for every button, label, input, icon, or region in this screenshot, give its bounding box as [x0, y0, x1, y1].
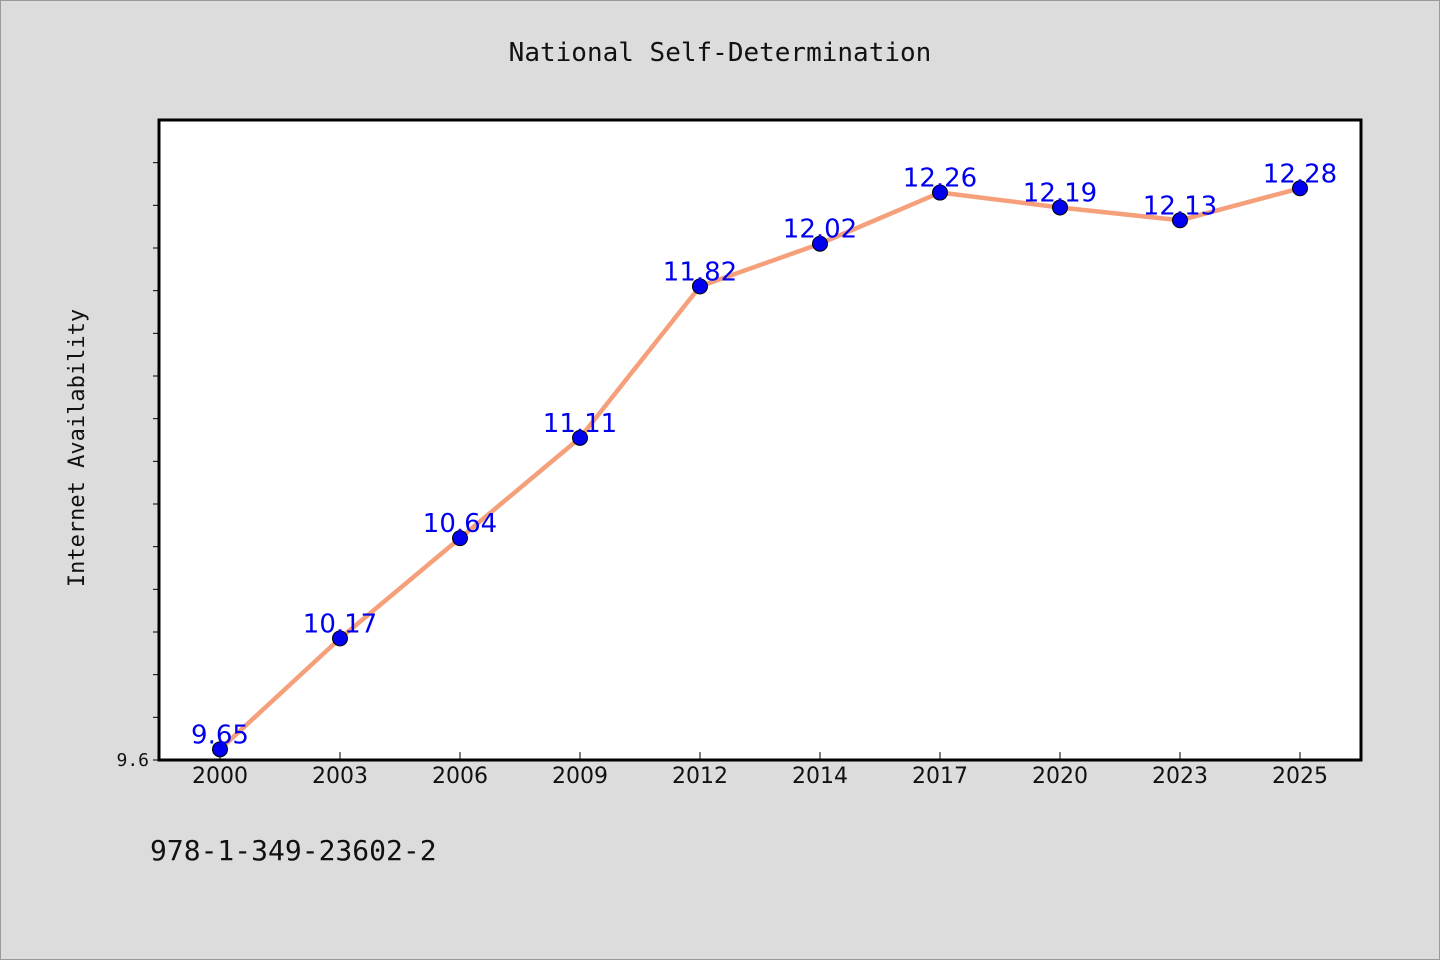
y-axis-ticks: 9.6: [116, 162, 159, 771]
data-label: 11.11: [543, 409, 617, 439]
chart-title: National Self-Determination: [509, 38, 932, 68]
data-point: [932, 184, 948, 201]
series-line: [217, 186, 1303, 752]
series-layer: [212, 180, 1308, 758]
data-point: [452, 530, 468, 547]
data-label-layer: 9.65 10.17 10.64 11.11 11.82 12.02 12.26 12.19 1…: [191, 159, 1337, 750]
data-label: 12.28: [1263, 159, 1337, 189]
x-tick-label: 2003: [312, 764, 368, 789]
x-tick-label: 2014: [792, 764, 848, 789]
x-tick-label: 2025: [1272, 764, 1328, 789]
x-tick-label: 2009: [552, 764, 608, 789]
data-point: [812, 235, 828, 252]
data-label: 10.17: [303, 609, 377, 639]
x-tick-label: 2012: [672, 764, 728, 789]
data-label: 12.19: [1023, 178, 1097, 208]
data-point: [1172, 212, 1188, 229]
x-tick-label: 2000: [192, 764, 248, 789]
data-point: [692, 278, 708, 295]
plot-area: [157, 118, 1363, 762]
x-tick-label: 2006: [432, 764, 488, 789]
data-point: [1292, 180, 1308, 197]
data-point: [572, 429, 588, 446]
data-label: 12.02: [783, 215, 857, 245]
isbn-text: 978-1-349-23602-2: [150, 834, 437, 867]
data-label: 11.82: [663, 257, 737, 287]
x-axis-ticks: 2000 2003 2006 2009 2012 2014 2017 2020 2023 2025: [192, 752, 1328, 789]
y-tick-label: 9.6: [116, 750, 149, 771]
data-label: 10.64: [423, 509, 497, 539]
y-axis-title: Internet Availability: [65, 309, 90, 587]
x-tick-label: 2023: [1152, 764, 1208, 789]
data-point: [1052, 199, 1068, 216]
data-label: 12.26: [903, 164, 977, 194]
data-point: [212, 741, 228, 758]
x-tick-label: 2020: [1032, 764, 1088, 789]
data-label: 12.13: [1143, 191, 1217, 221]
x-tick-label: 2017: [912, 764, 968, 789]
data-point: [332, 630, 348, 647]
data-label: 9.65: [191, 720, 249, 750]
